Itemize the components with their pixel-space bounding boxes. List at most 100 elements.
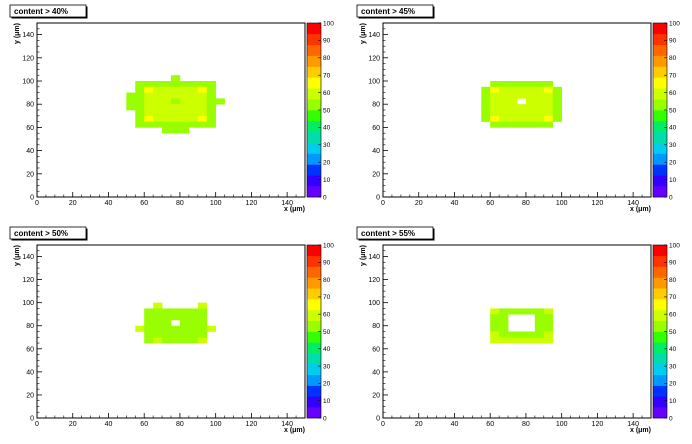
x-tick-label: 80 [522,421,530,428]
heatmap-cell [525,337,536,344]
heatmap-cell [171,331,181,338]
heatmap-cell [144,81,154,88]
heatmap-cell [171,86,181,93]
heatmap-cell [171,127,181,134]
palette-swatch [653,88,667,100]
palette-swatch [653,309,667,321]
palette-swatch [653,353,667,365]
x-tick-label: 100 [556,200,568,207]
palette-swatch [307,77,321,89]
x-tick-label: 80 [176,421,184,428]
heatmap-cell [162,110,172,117]
palette-swatch [653,110,667,122]
heatmap-cell [534,325,545,332]
palette-tick-label: 100 [669,242,680,249]
y-tick-label: 60 [372,346,380,353]
y-tick-label: 140 [22,32,34,39]
heatmap-cell [153,314,163,321]
palette-tick-label: 80 [669,277,677,284]
heatmap-cell [206,121,216,128]
x-tick-label: 120 [592,421,604,428]
heatmap-cell [534,121,545,128]
palette-swatch [653,153,667,165]
heatmap-cell [188,331,199,338]
x-tick-label: 120 [246,421,258,428]
x-tick-label: 40 [105,421,113,428]
heatmap-cell [543,81,554,88]
heatmap-cell [179,81,190,88]
heatmap-cell [153,308,163,315]
heatmap-cell [179,308,190,315]
palette-swatch [653,363,667,376]
heatmap-cell [481,104,491,111]
heatmap-cell [517,337,527,344]
x-tick-label: 120 [246,200,258,207]
x-tick-label: 140 [281,421,293,428]
heatmap-cell [499,104,509,111]
y-tick-label: 0 [376,416,380,423]
palette-swatch [307,288,321,300]
heatmap-cell [499,314,509,321]
palette-swatch [653,164,667,176]
chart-title: content > 55% [361,229,415,238]
y-tick-label: 80 [26,102,34,109]
heatmap-cell [543,319,554,327]
palette-swatch [653,396,667,408]
chart-title: content > 40% [14,7,68,16]
y-tick-label: 140 [22,254,34,261]
palette-tick-label: 20 [323,381,331,388]
palette-tick-label: 50 [669,107,677,114]
palette-swatch [307,175,321,187]
heatmap-cell [197,110,208,117]
heatmap-cell [490,121,500,128]
x-tick-label: 0 [35,421,39,428]
heatmap-cell [499,121,509,128]
heatmap-cell [206,86,216,93]
palette-swatch [653,33,667,46]
y-tick-label: 0 [30,416,34,423]
palette-swatch [653,55,667,67]
heatmap-cell [499,110,509,117]
palette-swatch [653,66,667,78]
heatmap-cell [206,110,216,117]
heatmap-cell [197,308,208,315]
x-tick-label: 60 [140,421,148,428]
palette-tick-label: 90 [669,38,677,45]
heatmap-cell [508,337,518,344]
palette-tick-label: 40 [669,346,677,353]
heatmap-cell [543,331,554,338]
palette-tick-label: 100 [669,20,680,27]
palette-tick-label: 20 [669,160,677,167]
heatmap-cell [499,81,509,88]
palette-tick-label: 90 [323,38,331,45]
heatmap-cell [197,331,208,338]
heatmap-cell [499,319,509,327]
heatmap-cell [517,308,527,315]
heatmap-cell [525,98,536,105]
palette-swatch [307,33,321,46]
y-tick-label: 20 [26,392,34,399]
heatmap-cell [543,86,554,93]
x-tick-label: 0 [381,200,385,207]
heatmap-cell [153,81,163,88]
heatmap-cell [144,104,154,111]
x-tick-label: 20 [69,421,77,428]
palette-swatch [653,175,667,187]
palette-swatch [307,153,321,165]
palette-tick-label: 70 [323,73,331,80]
palette-tick-label: 30 [669,142,677,149]
heatmap-cell [534,314,545,321]
heatmap-cell [144,110,154,117]
heatmap-cell [188,325,199,332]
heatmap-cell [543,314,554,321]
heatmap-cell [517,331,527,338]
heatmap-cell [543,92,554,99]
heatmap-cell [490,331,500,338]
heatmap-cell [188,104,199,111]
heatmap-cell [144,86,154,93]
palette-tick-label: 40 [323,346,331,353]
heatmap-cell [179,325,190,332]
x-tick-label: 40 [451,200,459,207]
heatmap-cell [534,337,545,344]
heatmap-cell [543,308,554,315]
